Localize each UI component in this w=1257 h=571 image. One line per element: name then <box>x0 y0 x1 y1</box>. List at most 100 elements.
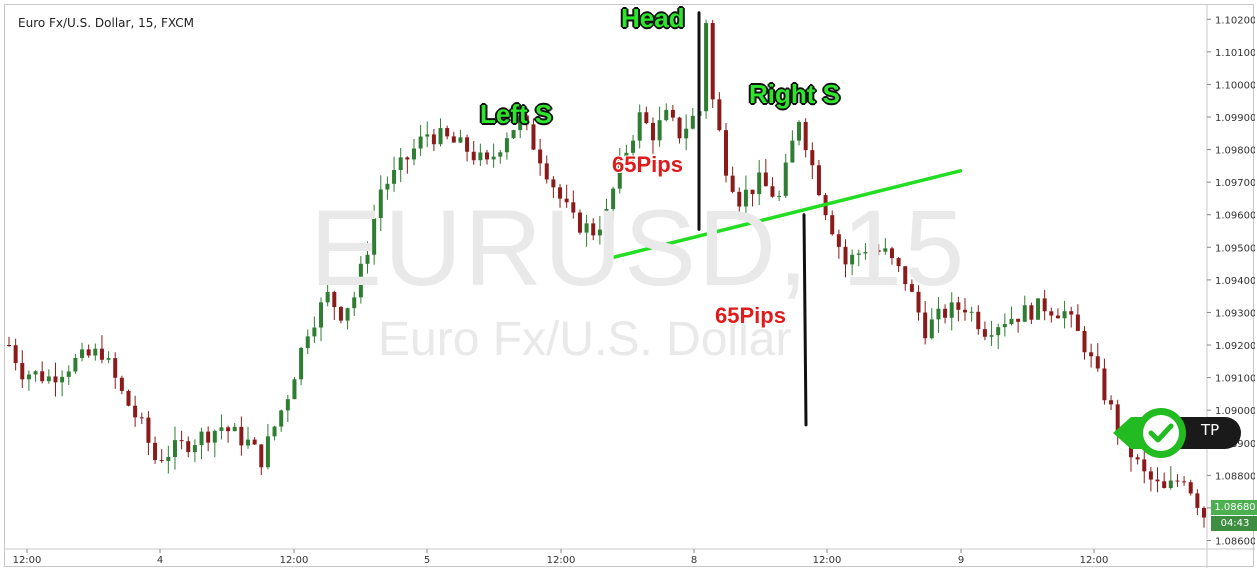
x-tick-label: 12:00 <box>813 555 842 566</box>
candle-body <box>657 120 662 141</box>
candle-body <box>285 399 290 411</box>
candle-body <box>956 302 961 310</box>
candle-body <box>239 426 244 446</box>
candle-body <box>345 308 350 321</box>
candle-body <box>26 374 31 380</box>
candle-body <box>916 291 921 313</box>
candle-body <box>511 130 516 139</box>
candle-body <box>378 189 383 219</box>
candle-body <box>876 250 881 252</box>
y-tick-label: 1.10000 <box>1215 80 1255 91</box>
x-tick-label: 4 <box>157 555 163 566</box>
candle-body <box>312 327 317 337</box>
measure-line <box>802 213 808 427</box>
candle-body <box>889 248 894 259</box>
candle-body <box>146 417 151 443</box>
candle-body <box>1082 330 1087 353</box>
candle-body <box>139 417 144 419</box>
candle-body <box>219 427 224 431</box>
take-profit-badge[interactable] <box>1113 407 1243 459</box>
y-tick-label: 1.08800 <box>1215 471 1255 482</box>
candle-body <box>909 284 914 292</box>
candle-body <box>863 252 868 254</box>
candle-body <box>524 115 529 125</box>
candle-body <box>684 128 689 139</box>
candle-body <box>597 229 602 236</box>
candle-body <box>883 248 888 252</box>
candle-body <box>179 440 184 442</box>
candle-body <box>1168 480 1173 488</box>
candle-body <box>518 115 523 131</box>
candle-body <box>1109 400 1114 405</box>
candle-body <box>80 349 85 358</box>
candle-body <box>1089 352 1094 357</box>
candle-body <box>843 246 848 265</box>
candle-body <box>20 363 25 380</box>
candle-body <box>1182 481 1187 483</box>
candle-body <box>186 441 191 453</box>
candle-body <box>1042 298 1047 312</box>
candle-body <box>1175 480 1180 482</box>
candle-body <box>724 130 728 176</box>
candle-body <box>551 179 556 188</box>
chart-frame: 1.10200 1.10100 1.10000 1.09900 1.09800 1.097… <box>4 3 1257 568</box>
candle-body <box>226 427 231 432</box>
right-shoulder-label: Right S <box>749 79 840 109</box>
x-tick-label: 9 <box>958 555 964 566</box>
current-price-tag: 1.08680 <box>1211 500 1257 515</box>
candle-body <box>830 215 835 235</box>
neckline <box>612 169 963 259</box>
candle-body <box>365 254 370 264</box>
chart-symbol-title: Euro Fx/U.S. Dollar, 15, FXCM <box>18 16 194 30</box>
candle-body <box>86 349 91 356</box>
x-tick-label: 12:00 <box>1080 555 1109 566</box>
candle-body <box>704 23 709 112</box>
candle-body <box>372 218 377 255</box>
candle-body <box>737 191 742 207</box>
candle-body <box>1069 311 1074 315</box>
candle-body <box>538 149 543 164</box>
candle-body <box>491 156 496 160</box>
candle-body <box>1016 318 1021 322</box>
price-chart[interactable]: 1.10200 1.10100 1.10000 1.09900 1.09800 1.097… <box>5 5 1255 568</box>
candle-body <box>259 444 264 468</box>
candle-body <box>133 405 138 418</box>
candle-body <box>810 150 815 166</box>
candle-body <box>1049 311 1054 316</box>
candle-body <box>1115 404 1120 432</box>
candle-body <box>99 348 104 360</box>
candle-body <box>963 309 967 313</box>
candle-body <box>40 371 45 382</box>
candle-body <box>584 223 589 233</box>
candle-body <box>624 152 629 157</box>
candle-body <box>458 137 463 143</box>
x-tick-label: 8 <box>691 555 697 566</box>
candle-body <box>431 134 436 145</box>
candle-body <box>1002 324 1007 328</box>
candle-body <box>305 336 310 349</box>
candle-body <box>325 291 330 303</box>
y-tick-label: 1.09400 <box>1215 276 1255 287</box>
candle-body <box>637 112 642 141</box>
candle-body <box>969 311 974 313</box>
candle-body <box>93 348 98 356</box>
candle-body <box>836 234 841 247</box>
candle-body <box>338 307 343 321</box>
pips-label-top: 65Pips <box>612 152 683 177</box>
candle-body <box>982 329 987 337</box>
candle-body <box>670 109 675 118</box>
candle-body <box>498 152 503 157</box>
candle-body <box>803 121 808 151</box>
candle-body <box>1195 493 1200 508</box>
candle-body <box>332 291 337 308</box>
candle-body <box>192 445 197 453</box>
candle-body <box>544 163 549 180</box>
candle-body <box>246 439 250 446</box>
left-shoulder-label: Left S <box>480 99 553 129</box>
candle-body <box>153 442 158 461</box>
candle-body <box>677 117 682 139</box>
pips-label-bottom: 65Pips <box>715 303 786 328</box>
y-tick-label: 1.09900 <box>1215 113 1255 124</box>
candle-body <box>159 460 164 462</box>
candle-body <box>896 258 901 267</box>
